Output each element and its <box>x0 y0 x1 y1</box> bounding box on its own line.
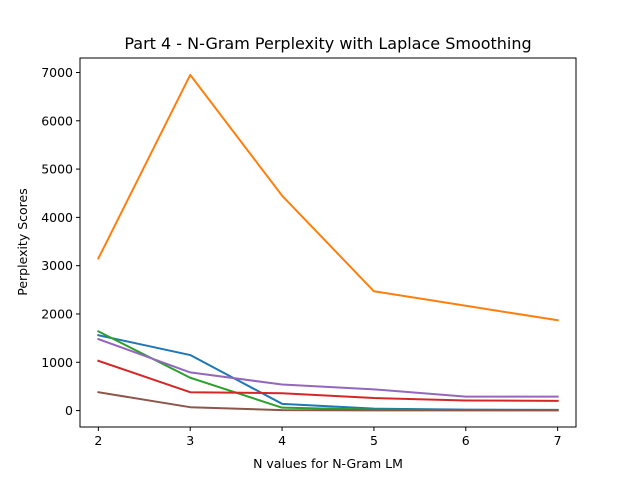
series-line-5 <box>97 337 559 398</box>
x-tick-label: 5 <box>370 433 378 448</box>
x-tick-label: 6 <box>462 433 470 448</box>
y-tick-label: 5000 <box>41 162 73 177</box>
y-tick-label: 4000 <box>41 210 73 225</box>
chart-title: Part 4 - N-Gram Perplexity with Laplace … <box>124 34 531 53</box>
y-axis: 0 1000 2000 3000 4000 5000 6000 7000 <box>41 65 80 418</box>
y-tick-label: 3000 <box>41 258 73 273</box>
y-tick-label: 1000 <box>41 355 73 370</box>
x-tick-label: 3 <box>186 433 194 448</box>
series-line-3 <box>97 330 559 412</box>
x-tick-label: 2 <box>94 433 102 448</box>
series-line-6 <box>97 391 559 412</box>
series-line-2 <box>97 73 559 322</box>
series-line-1 <box>97 334 559 411</box>
x-axis: 2 3 4 5 6 7 <box>94 427 562 448</box>
y-tick-label: 6000 <box>41 113 73 128</box>
y-axis-label: Perplexity Scores <box>15 188 30 295</box>
series-line-4 <box>97 359 559 402</box>
y-tick-label: 0 <box>65 403 73 418</box>
x-axis-label: N values for N-Gram LM <box>253 456 403 471</box>
plot-frame <box>79 57 577 428</box>
y-tick-label: 7000 <box>41 65 73 80</box>
x-tick-label: 7 <box>554 433 562 448</box>
series-layer <box>97 73 559 412</box>
y-tick-label: 2000 <box>41 306 73 321</box>
x-tick-label: 4 <box>278 433 286 448</box>
